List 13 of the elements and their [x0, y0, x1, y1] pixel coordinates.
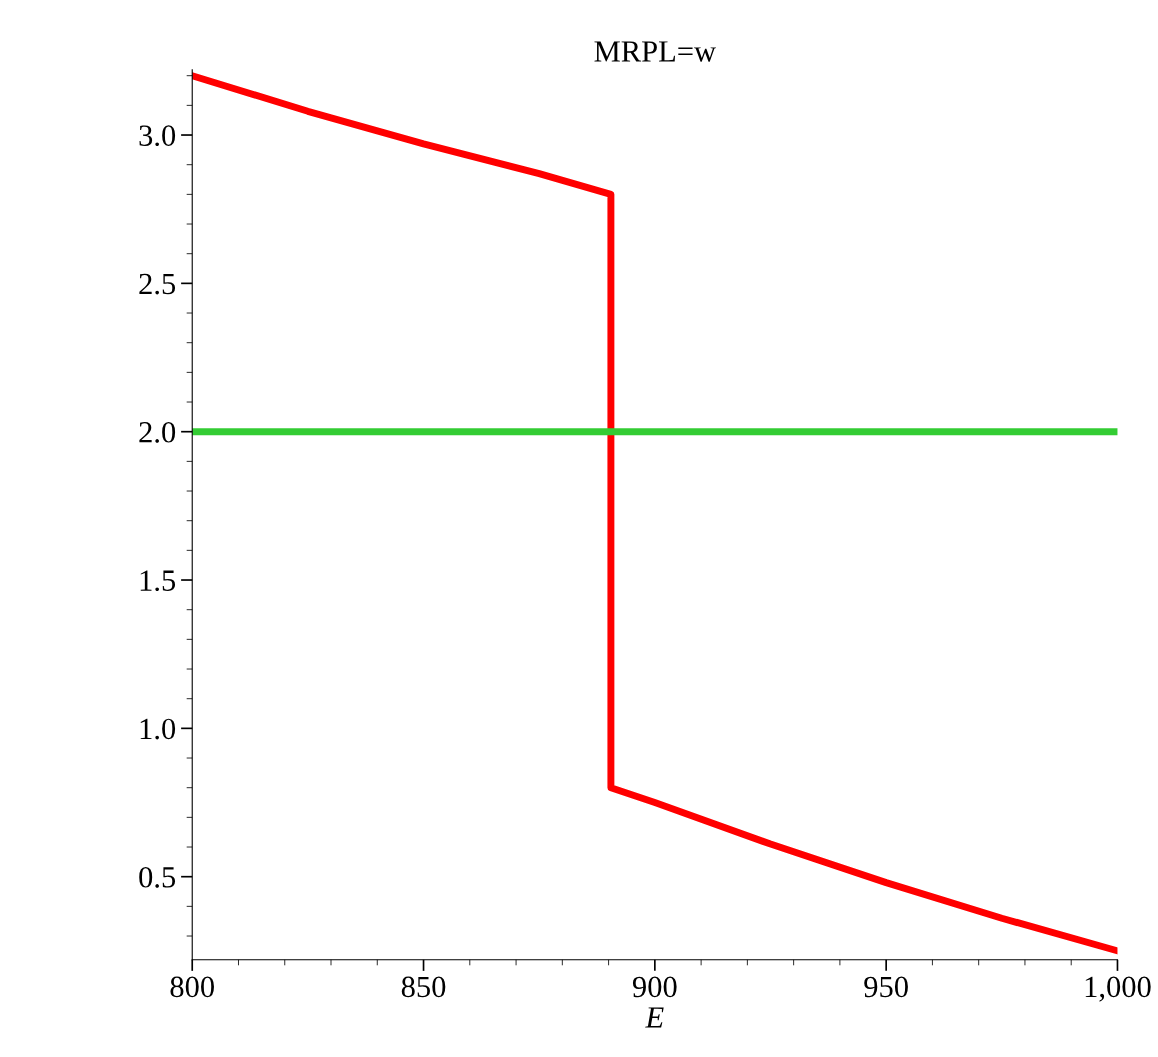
- x-tick-label: 800: [170, 976, 214, 998]
- x-tick-label: 850: [401, 976, 446, 998]
- y-tick-label: 2.0: [139, 421, 176, 443]
- y-tick-label: 2.5: [139, 273, 176, 295]
- x-tick-label: 900: [632, 976, 677, 998]
- x-axis-title: E: [645, 1007, 664, 1028]
- y-tick-label: 0.5: [139, 866, 176, 888]
- x-tick-label: 1,000: [1085, 976, 1151, 1002]
- y-tick-label: 1.5: [140, 570, 176, 592]
- y-tick-label: 1.0: [140, 718, 176, 740]
- chart-title: MRPL=w: [594, 41, 716, 62]
- y-tick-label: 3.0: [139, 125, 176, 147]
- x-tick-label: 950: [864, 976, 908, 998]
